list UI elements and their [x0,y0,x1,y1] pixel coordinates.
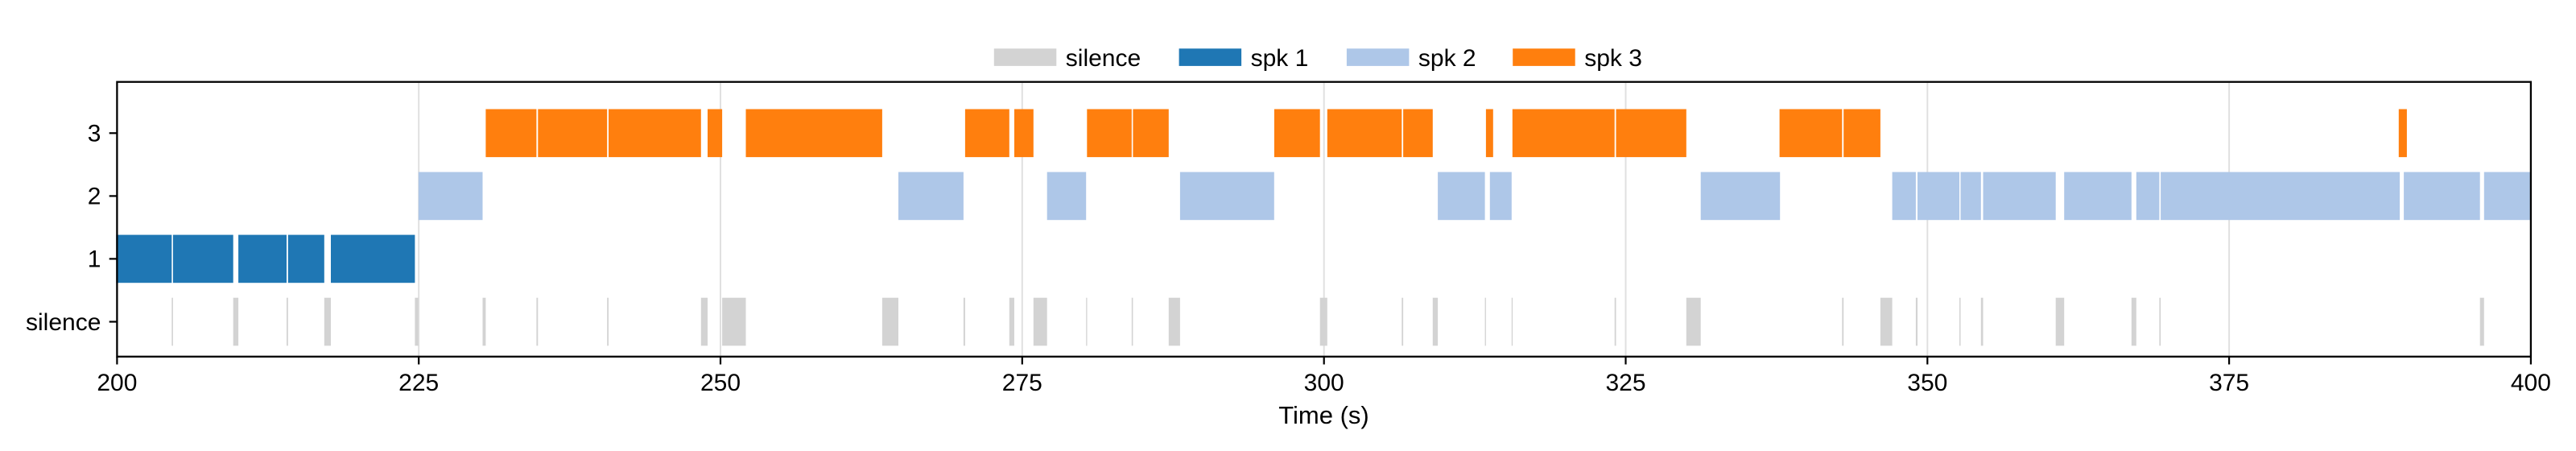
svg-text:400: 400 [2511,370,2551,396]
svg-text:spk 2: spk 2 [1418,45,1476,72]
svg-text:225: 225 [398,370,439,396]
svg-text:2: 2 [88,184,101,210]
svg-text:375: 375 [2209,370,2249,396]
svg-text:spk 1: spk 1 [1251,45,1309,72]
svg-text:300: 300 [1304,370,1344,396]
svg-text:1: 1 [88,246,101,273]
svg-text:spk 3: spk 3 [1584,45,1642,72]
svg-text:350: 350 [1907,370,1947,396]
svg-text:275: 275 [1002,370,1042,396]
svg-text:250: 250 [700,370,741,396]
svg-text:silence: silence [1066,45,1141,72]
svg-text:Time (s): Time (s) [1278,401,1369,429]
svg-text:silence: silence [26,309,101,336]
svg-text:325: 325 [1605,370,1645,396]
svg-text:3: 3 [88,121,101,147]
svg-text:200: 200 [97,370,137,396]
